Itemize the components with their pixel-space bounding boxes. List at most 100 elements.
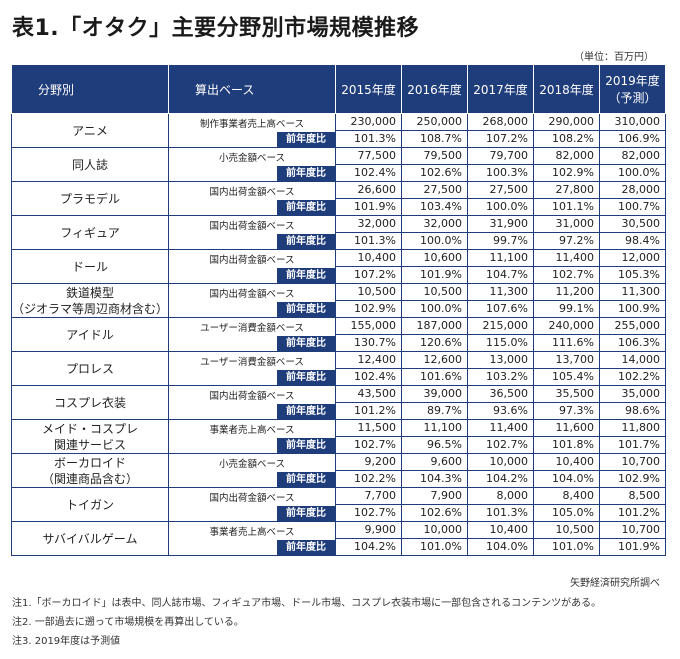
value-cell: 11,100 [467,249,534,267]
table-header-row: 分野別 算出ベース 2015年度 2016年度 2017年度 2018年度 20… [11,64,666,114]
ratio-cell: 101.8% [533,436,600,454]
category-label: メイド・コスプレ [41,421,138,436]
value-cell: 32,000 [335,215,402,233]
ratio-cell: 106.3% [599,334,666,352]
ratio-cell: 102.7% [335,436,402,454]
ratio-cell: 100.0% [401,232,468,250]
basis-cell: 国内出荷金額ベース 前年度比 [168,215,336,250]
value-cell: 11,400 [533,249,600,267]
value-cell: 32,000 [401,215,468,233]
value-cell: 13,000 [467,351,534,369]
yoy-badge: 前年度比 [277,404,335,419]
category-cell: フィギュア [11,215,169,250]
page-title: 表1.「オタク」主要分野別市場規模推移 [12,16,420,41]
ratio-cell: 102.9% [599,470,666,488]
ratio-cell: 111.6% [533,334,600,352]
unit-label: （単位：百万円） [574,52,654,63]
yoy-badge: 前年度比 [277,132,335,147]
value-cell: 43,500 [335,385,402,403]
basis-label: 事業者売上高ベース [209,527,295,538]
category-cell: プラモデル [11,181,169,216]
category-label: 鉄道模型 [65,285,114,300]
ratio-cell: 89.7% [401,402,468,420]
yoy-badge: 前年度比 [277,472,335,487]
table-row-value: コスプレ衣装 国内出荷金額ベース 前年度比 43,500 39,000 36,500 35,… [11,385,666,420]
ratio-cell: 101.0% [401,538,468,556]
category-cell: プロレス [11,351,169,386]
header-field: 分野別 [11,64,169,114]
note-2: 注2. 一部過去に遡って市場規模を再算出している。 [12,617,244,628]
header-2016: 2016年度 [401,64,468,114]
value-cell: 8,500 [599,487,666,505]
value-cell: 77,500 [335,147,402,165]
basis-label: ユーザー消費金額ベース [200,323,304,334]
ratio-cell: 120.6% [401,334,468,352]
table-row-ratio: 104.2% 101.0% 104.0% 101.0% 101.9% [12,538,666,556]
value-cell: 36,500 [467,385,534,403]
table-row-value: フィギュア 国内出荷金額ベース 前年度比 32,000 32,000 31,900 31,0… [11,215,666,250]
ratio-cell: 101.0% [533,538,600,556]
yoy-badge: 前年度比 [277,302,335,317]
ratio-cell: 101.6% [401,368,468,386]
category-label: アイドル [66,327,114,342]
value-cell: 10,000 [467,453,534,471]
value-cell: 9,200 [335,453,402,471]
basis-label: ユーザー消費金額ベース [200,357,304,368]
ratio-cell: 106.9% [599,130,666,148]
ratio-cell: 101.3% [335,130,402,148]
value-cell: 10,700 [599,521,666,539]
value-cell: 10,400 [533,453,600,471]
yoy-badge: 前年度比 [277,166,335,181]
ratio-cell: 102.4% [335,368,402,386]
table-row-value: プロレス ユーザー消費金額ベース 前年度比 12,400 12,600 13,000 13,… [11,351,666,386]
ratio-cell: 105.4% [533,368,600,386]
category-label: アニメ [72,123,108,138]
table-row-ratio: 101.3% 108.7% 107.2% 108.2% 106.9% [12,130,666,148]
ratio-cell: 107.2% [335,266,402,284]
ratio-cell: 130.7% [335,334,402,352]
header-2015: 2015年度 [335,64,402,114]
category-label: 同人誌 [71,157,108,172]
yoy-badge: 前年度比 [277,370,335,385]
ratio-cell: 103.2% [467,368,534,386]
value-cell: 11,200 [533,283,600,301]
ratio-cell: 100.3% [467,164,534,182]
value-cell: 35,000 [599,385,666,403]
ratio-cell: 100.0% [401,300,468,318]
note-3: 注3. 2019年度は予測値 [12,636,121,647]
category-cell: ボーカロイド （関連商品含む） [11,453,169,488]
value-cell: 82,000 [599,147,666,165]
basis-cell: 国内出荷金額ベース 前年度比 [168,283,336,318]
value-cell: 187,000 [401,317,468,335]
table-row-ratio: 101.9% 103.4% 100.0% 101.1% 100.7% [12,198,666,216]
market-size-table: 分野別 算出ベース 2015年度 2016年度 2017年度 2018年度 20… [11,64,666,556]
ratio-cell: 101.3% [467,504,534,522]
basis-label: 小売金額ベース [218,153,286,164]
category-label: ボーカロイド [53,455,126,470]
table-row-value: アイドル ユーザー消費金額ベース 前年度比 155,000 187,000 215,000… [11,317,666,352]
value-cell: 230,000 [335,113,402,131]
value-cell: 7,700 [335,487,402,505]
basis-label: 国内出荷金額ベース [209,391,295,402]
table-row-ratio: 107.2% 101.9% 104.7% 102.7% 105.3% [12,266,666,284]
category-cell: トイガン [11,487,169,522]
value-cell: 12,600 [401,351,468,369]
table-row-ratio: 102.7% 102.6% 101.3% 105.0% 101.2% [12,504,666,522]
yoy-badge: 前年度比 [277,268,335,283]
basis-label: 国内出荷金額ベース [209,493,295,504]
value-cell: 35,500 [533,385,600,403]
basis-label: 国内出荷金額ベース [209,255,295,266]
value-cell: 10,500 [533,521,600,539]
ratio-cell: 101.2% [335,402,402,420]
value-cell: 10,000 [401,521,468,539]
value-cell: 11,400 [467,419,534,437]
ratio-cell: 108.7% [401,130,468,148]
basis-label: 国内出荷金額ベース [209,221,295,232]
category-cell: サバイバルゲーム [11,521,169,556]
category-label: （ジオラマ等周辺商材含む） [12,301,169,316]
ratio-cell: 102.6% [401,504,468,522]
value-cell: 9,900 [335,521,402,539]
basis-cell: 小売金額ベース 前年度比 [168,453,336,488]
value-cell: 215,000 [467,317,534,335]
ratio-cell: 102.7% [533,266,600,284]
